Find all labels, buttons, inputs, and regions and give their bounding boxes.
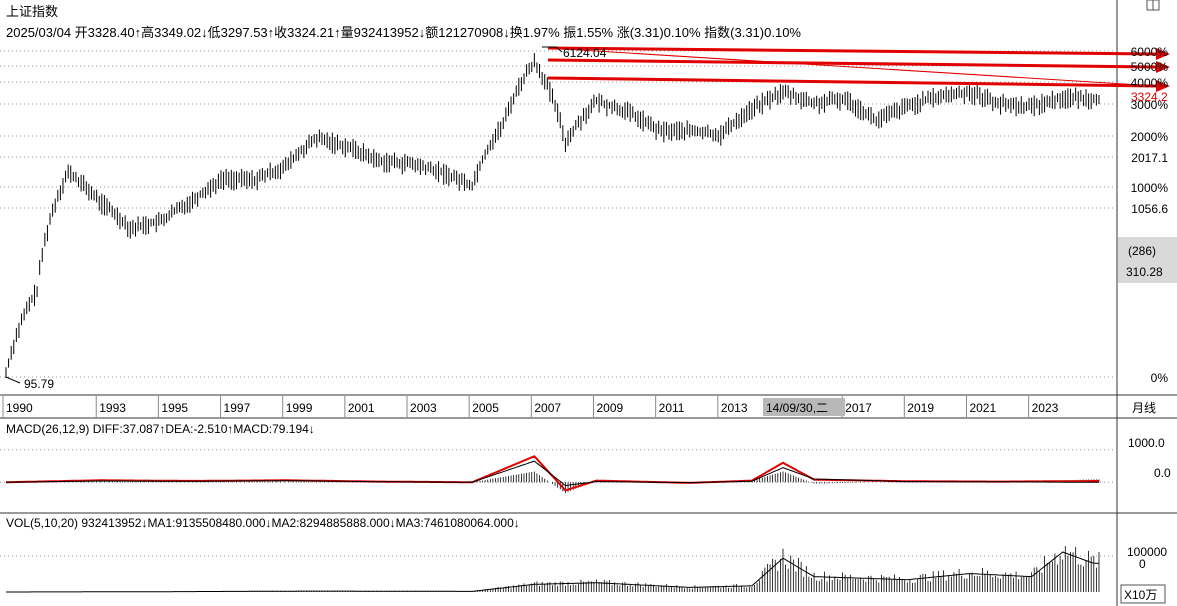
trend-arrow-line (547, 46, 1157, 56)
vol-ma-line (6, 551, 1099, 593)
macd-dea-line (5, 460, 1099, 487)
price-tick-label: 4000% (1131, 76, 1169, 90)
right-panel-value: 310.28 (1126, 265, 1163, 279)
macd-tick-0: 0.0 (1154, 466, 1171, 480)
x-tick-label: 1997 (224, 401, 251, 415)
period-label[interactable]: 月线 (1132, 401, 1156, 415)
price-grid (0, 50, 1117, 378)
x-tick-label: 2017 (845, 401, 872, 415)
volume-panel (0, 546, 1117, 593)
vol-unit-box[interactable] (1120, 584, 1166, 604)
price-bars (5, 52, 1100, 378)
price-tick-label: 1056.6 (1131, 202, 1168, 216)
x-tick-label: 2013 (721, 401, 748, 415)
trend-arrow-thin (547, 47, 1157, 87)
price-tick-label: 3000% (1131, 98, 1169, 112)
last-price-tag: 3324.2 (1131, 90, 1168, 104)
x-tick-label: 2005 (472, 401, 499, 415)
macd-diff-line (5, 455, 1099, 492)
macd-tick-1000: 1000.0 (1128, 436, 1165, 450)
x-tick-label: 2007 (534, 401, 561, 415)
price-tick-label: 5000% (1131, 60, 1169, 74)
trend-arrow-line (547, 58, 1157, 69)
x-tick-label: 2023 (1032, 401, 1059, 415)
peak-leader (542, 46, 563, 53)
x-tick-label: 2001 (348, 401, 375, 415)
price-tick-label: 6000% (1131, 45, 1169, 59)
low-label: 95.79 (24, 377, 54, 391)
x-tick-label: 2019 (907, 401, 934, 415)
price-tick-label: 1000% (1131, 181, 1169, 195)
macd-label: MACD(26,12,9) DIFF:37.087↑DEA:-2.510↑MAC… (6, 422, 315, 436)
x-tick-label: 2021 (969, 401, 996, 415)
right-panel-top: (286) (1128, 244, 1156, 258)
price-tick-label: 2000% (1131, 130, 1169, 144)
price-tick-label: 0% (1151, 371, 1169, 385)
low-leader (5, 376, 21, 384)
x-axis-ticks: 1990 1993 1995 1997 1999 2001 2003 2005 2007 2009… (2, 396, 1059, 417)
cursor-date-box (763, 398, 845, 416)
trend-arrow-line (547, 76, 1157, 88)
trend-arrows (547, 46, 1170, 92)
price-y-ticks: 6000%5000% 4000% 3000% 2000% 2017.1 1000% 1056… (1131, 45, 1169, 385)
cursor-date: 14/09/30,二 (766, 401, 828, 415)
vol-tick-0: 0 (1139, 557, 1146, 571)
price-tick-label: 2017.1 (1131, 151, 1168, 165)
x-tick-label: 2011 (659, 401, 685, 415)
window-layout-icon[interactable] (1146, 0, 1160, 11)
right-info-panel (1118, 237, 1177, 283)
x-tick-label: 1990 (6, 401, 33, 415)
index-name: 上证指数 (6, 4, 58, 19)
x-tick-label: 2003 (410, 401, 437, 415)
trend-arrow-head (1156, 80, 1170, 92)
x-tick-label: 1995 (161, 401, 188, 415)
ohlc-summary: 2025/03/04 开3328.40↑高3349.02↓低3297.53↑收3… (6, 25, 801, 40)
macd-panel (0, 449, 1117, 493)
x-tick-label: 1993 (99, 401, 126, 415)
trend-arrow-head (1156, 48, 1170, 60)
peak-label: 6124.04 (563, 46, 607, 60)
x-tick-label: 1999 (286, 401, 313, 415)
trend-arrow-head (1156, 61, 1170, 73)
x-tick-label: 2009 (597, 401, 624, 415)
vol-label: VOL(5,10,20) 932413952↓MA1:9135508480.00… (6, 516, 520, 530)
vol-tick-100000: 100000 (1127, 545, 1167, 559)
vol-unit[interactable]: X10万 (1124, 588, 1157, 602)
